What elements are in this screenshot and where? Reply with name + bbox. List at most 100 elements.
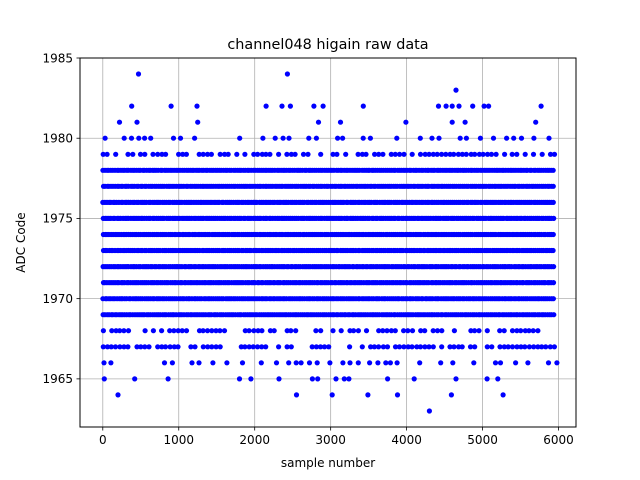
data-point <box>502 151 508 157</box>
data-point <box>192 344 198 350</box>
data-point <box>246 328 252 334</box>
data-point <box>417 135 423 141</box>
data-point <box>360 103 366 109</box>
data-point <box>543 344 549 350</box>
data-point <box>551 344 558 350</box>
data-point <box>453 87 459 93</box>
data-point <box>385 376 391 382</box>
data-point <box>284 344 290 350</box>
data-point <box>276 344 282 350</box>
data-point <box>484 376 490 382</box>
data-point <box>251 151 257 157</box>
data-point <box>329 392 335 398</box>
data-point <box>115 392 121 398</box>
data-point <box>248 376 254 382</box>
data-point <box>104 344 111 350</box>
data-point <box>522 344 528 350</box>
data-point <box>533 119 539 125</box>
data-point <box>355 360 361 366</box>
x-tick-label: 6000 <box>543 433 574 447</box>
data-point <box>450 360 456 366</box>
data-point <box>142 151 148 157</box>
data-point <box>347 360 353 366</box>
data-point <box>392 344 399 350</box>
data-point <box>531 135 537 141</box>
data-point <box>334 151 340 157</box>
data-point <box>355 151 361 157</box>
data-point <box>346 376 352 382</box>
data-point <box>340 360 346 366</box>
data-point <box>422 344 428 350</box>
data-point <box>343 151 349 157</box>
data-point <box>146 344 152 350</box>
data-point <box>263 151 269 157</box>
data-point <box>376 344 382 350</box>
data-point <box>550 231 556 238</box>
data-point <box>372 151 378 157</box>
data-point <box>551 215 557 221</box>
data-point <box>376 328 382 334</box>
data-point <box>200 328 206 334</box>
data-point <box>471 360 477 366</box>
data-point <box>317 344 324 350</box>
data-point <box>535 344 541 350</box>
data-point <box>150 151 156 157</box>
data-point <box>183 151 189 157</box>
data-point <box>551 312 557 318</box>
data-point <box>422 151 428 157</box>
data-point <box>547 344 553 350</box>
data-point <box>554 360 560 366</box>
data-point <box>456 344 462 350</box>
data-point <box>436 135 442 141</box>
data-point <box>550 247 556 254</box>
x-tick-label: 5000 <box>467 433 498 447</box>
data-point <box>117 344 123 350</box>
data-point <box>439 151 445 157</box>
data-point <box>394 360 400 366</box>
data-point <box>429 135 435 141</box>
data-point <box>159 151 165 157</box>
data-point <box>210 360 216 366</box>
data-point <box>116 119 123 125</box>
data-point <box>284 71 290 77</box>
data-point <box>175 344 181 350</box>
data-point <box>250 344 256 350</box>
data-point <box>284 328 290 334</box>
data-point <box>338 328 344 334</box>
data-point <box>484 151 491 157</box>
data-point <box>113 151 119 157</box>
data-point <box>539 344 545 350</box>
data-point <box>490 135 497 141</box>
data-point <box>347 344 353 350</box>
data-point <box>298 360 304 366</box>
data-point <box>476 151 482 157</box>
data-point <box>286 135 292 141</box>
data-point <box>135 71 142 77</box>
data-point <box>380 151 386 157</box>
data-point <box>417 344 424 350</box>
data-point <box>418 328 424 334</box>
data-point <box>509 344 516 350</box>
data-point <box>330 151 336 157</box>
data-point <box>489 344 495 350</box>
data-point <box>505 344 511 350</box>
x-axis-title: sample number <box>281 456 375 470</box>
data-point <box>380 328 386 334</box>
data-point <box>443 151 449 157</box>
data-point <box>497 328 503 334</box>
data-point <box>100 151 106 157</box>
data-point <box>267 328 273 334</box>
data-point <box>239 360 246 366</box>
data-point <box>314 360 320 366</box>
data-point <box>217 344 223 350</box>
data-point <box>101 376 107 382</box>
data-point <box>138 344 144 350</box>
data-point <box>125 151 131 157</box>
data-point <box>522 151 528 157</box>
data-point <box>451 328 457 334</box>
x-tick-label: 3000 <box>315 433 346 447</box>
data-point <box>306 360 313 366</box>
data-point <box>196 328 203 334</box>
data-point <box>409 151 415 157</box>
data-point <box>179 328 185 334</box>
